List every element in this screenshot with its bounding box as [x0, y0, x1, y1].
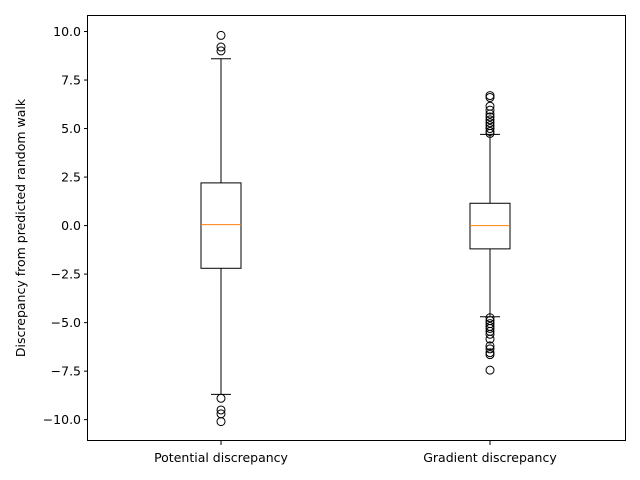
outlier-point — [216, 46, 226, 56]
y-tick-label: 2.5 — [61, 170, 81, 185]
outlier-point — [485, 313, 495, 323]
y-tick-label: −2.5 — [51, 267, 81, 282]
outlier-point — [485, 329, 495, 339]
y-tick-label: 10.0 — [53, 24, 81, 39]
outlier-point — [485, 91, 495, 101]
outlier-point — [485, 109, 495, 119]
box-group — [200, 30, 242, 427]
outlier-point — [485, 118, 495, 128]
y-tick-label: −5.0 — [51, 315, 81, 330]
x-axis: Potential discrepancy Gradient discrepanc… — [154, 441, 557, 465]
outlier-point — [485, 115, 495, 125]
x-tick-label: Potential discrepancy — [154, 450, 288, 465]
outlier-point — [216, 42, 226, 52]
y-axis: −10.0 −7.5 −5.0 −2.5 0.0 2.5 5.0 7.5 10.0 — [43, 24, 88, 427]
y-tick-label: −7.5 — [51, 364, 81, 379]
axes-frame — [87, 15, 626, 441]
plot-content — [200, 30, 511, 427]
outlier-point — [216, 393, 226, 403]
x-tick-label: Gradient discrepancy — [423, 450, 557, 465]
outlier-point — [485, 128, 495, 138]
iqr-box — [200, 182, 242, 269]
outlier-point — [485, 323, 495, 333]
outlier-point — [216, 405, 226, 415]
outlier-point — [485, 344, 495, 354]
y-tick-label: 0.0 — [61, 218, 81, 233]
outlier-point — [485, 350, 495, 360]
outlier-point — [485, 105, 495, 115]
outlier-point — [485, 341, 495, 351]
outlier-point — [485, 365, 495, 375]
box-group — [469, 91, 511, 375]
outlier-point — [216, 417, 226, 427]
outlier-point — [485, 93, 495, 103]
outlier-point — [485, 112, 495, 122]
y-tick-label: 7.5 — [61, 73, 81, 88]
y-tick-label: 5.0 — [61, 121, 81, 136]
outlier-point — [485, 124, 495, 134]
y-axis-label: Discrepancy from predicted random walk — [13, 98, 28, 357]
outlier-point — [216, 30, 226, 40]
outlier-point — [485, 334, 495, 344]
y-tick-label: −10.0 — [43, 412, 81, 427]
